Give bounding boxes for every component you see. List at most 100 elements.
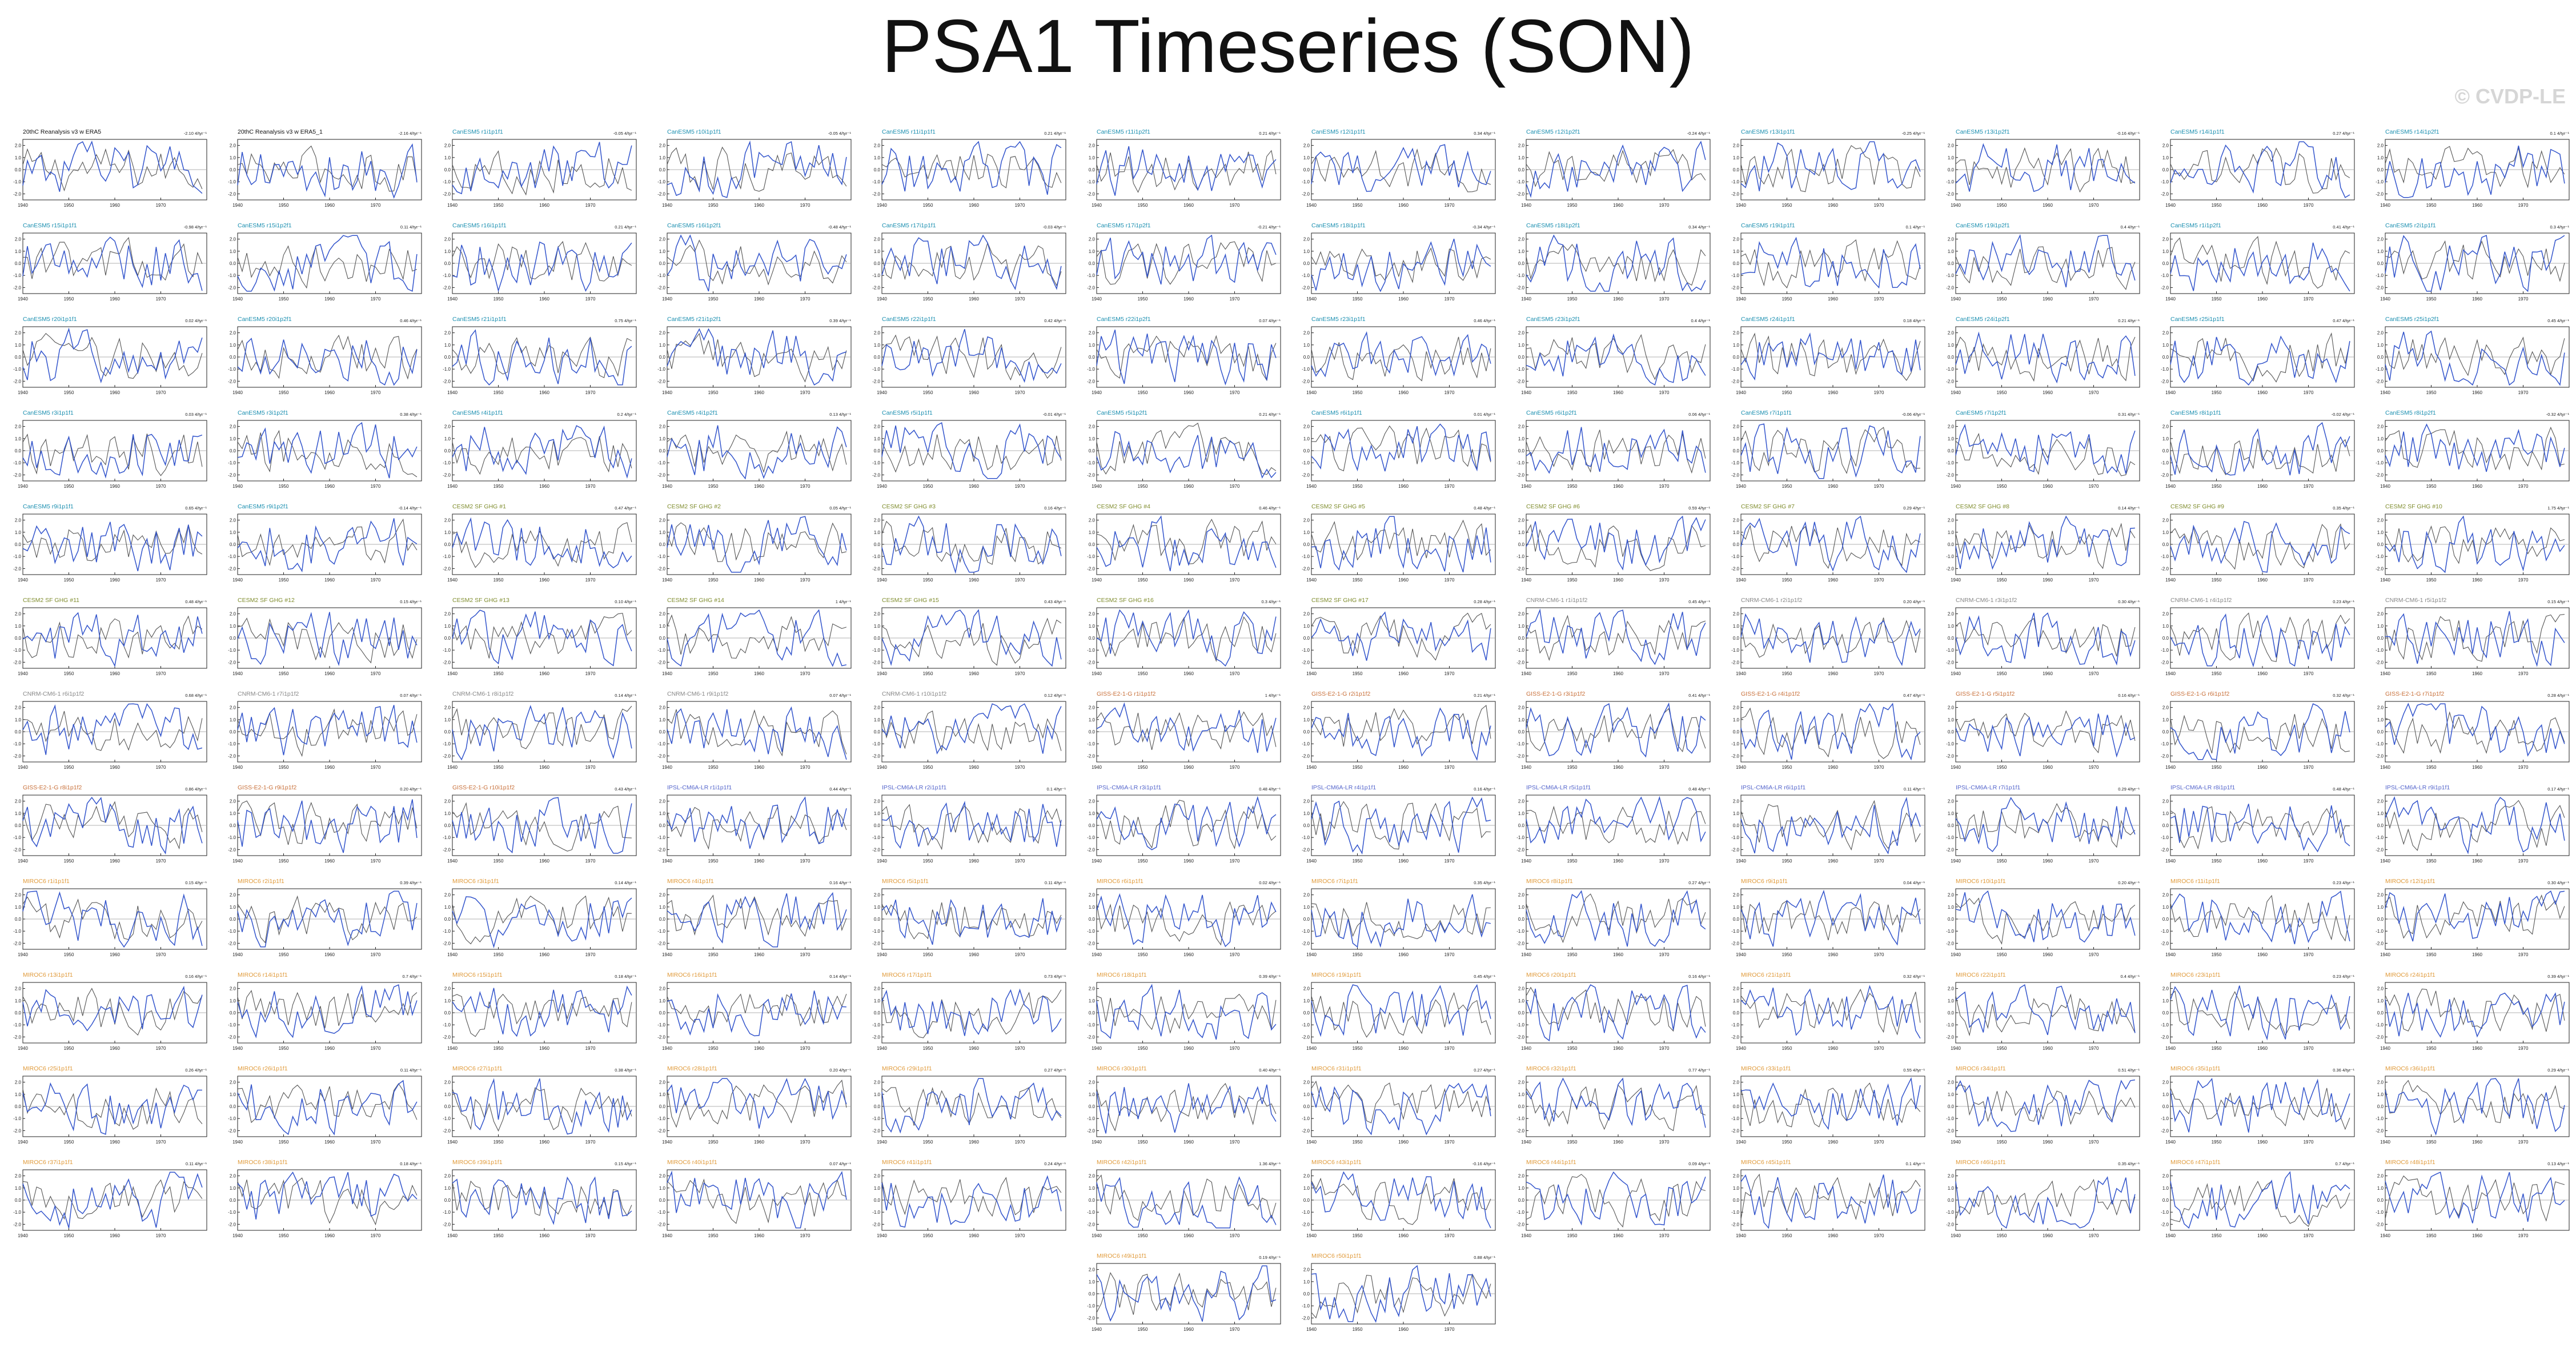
timeseries-panel: MIROC6 r42i1p1f1 1.36 4/tyr⁻¹2.01.00.0-1.…	[1087, 1159, 1281, 1238]
x-tick-label: 1960	[2472, 390, 2482, 395]
timeseries-panel: MIROC6 r19i1p1f1 0.45 4/tyr⁻¹2.01.00.0-1.…	[1302, 972, 1496, 1051]
x-tick-label: 1950	[1782, 577, 1792, 583]
y-tick-label: -2.0	[228, 1128, 236, 1133]
x-tick-label: 1970	[1445, 1046, 1455, 1051]
series-line-blue	[237, 143, 418, 199]
x-tick-label: 1940	[1092, 577, 1102, 583]
y-tick-label: 0.0	[1303, 1291, 1310, 1297]
x-tick-label: 1970	[1230, 484, 1240, 489]
x-tick-label: 1950	[708, 1233, 719, 1238]
panel-trend: 0.09 4/tyr⁻¹	[1688, 1161, 1710, 1166]
y-tick-label: 2.0	[1733, 331, 1740, 336]
x-tick-label: 1940	[447, 577, 458, 583]
x-tick-label: 1950	[1353, 203, 1363, 208]
x-tick-label: 1950	[1353, 1233, 1363, 1238]
y-tick-label: -2.0	[228, 1034, 236, 1040]
y-tick-label: -1.0	[1302, 1303, 1310, 1309]
panel-title: CNRM-CM6-1 r4i1p1f2	[2170, 597, 2232, 604]
series-line-gray	[1311, 425, 1491, 472]
y-tick-label: -1.0	[872, 1210, 880, 1215]
panel-trend: -0.48 4/tyr⁻¹	[828, 224, 852, 230]
y-tick-label: 1.0	[2377, 717, 2384, 723]
y-tick-label: 2.0	[874, 518, 881, 523]
panel-trend: -0.21 4/tyr⁻¹	[1258, 224, 1281, 230]
x-tick-label: 1970	[1659, 952, 1670, 957]
series-line-blue	[2385, 515, 2565, 573]
x-tick-label: 1950	[2426, 296, 2437, 302]
y-tick-label: 2.0	[1948, 986, 1955, 992]
x-tick-label: 1950	[279, 484, 289, 489]
y-tick-label: 2.0	[2162, 143, 2169, 149]
y-tick-label: -1.0	[228, 835, 236, 840]
panel-trend: 0.10 4/tyr⁻¹	[615, 599, 636, 604]
y-tick-label: -2.0	[1946, 1034, 1954, 1040]
y-tick-label: 1.0	[15, 717, 22, 723]
y-tick-label: -2.0	[1302, 1222, 1310, 1227]
y-tick-label: -1.0	[1731, 1116, 1739, 1121]
x-tick-label: 1960	[1828, 1046, 1838, 1051]
y-tick-label: -2.0	[13, 847, 21, 852]
y-tick-label: -1.0	[443, 1116, 451, 1121]
y-tick-label: -2.0	[443, 847, 451, 852]
series-line-blue	[1740, 796, 1921, 854]
panel-title: MIROC6 r45i1p1f1	[1741, 1159, 1791, 1166]
y-tick-label: -1.0	[228, 367, 236, 372]
y-tick-label: 2.0	[2377, 237, 2384, 242]
series-line-blue	[667, 328, 847, 386]
y-tick-label: -1.0	[657, 367, 665, 372]
y-tick-label: 2.0	[1518, 893, 1525, 898]
y-tick-label: -2.0	[657, 285, 665, 290]
x-tick-label: 1950	[279, 203, 289, 208]
x-tick-label: 1950	[1782, 203, 1792, 208]
panel-trend: 0.21 4/tyr⁻¹	[2118, 318, 2140, 323]
x-tick-label: 1940	[2380, 390, 2390, 395]
x-tick-label: 1970	[2089, 952, 2099, 957]
x-tick-label: 1950	[64, 765, 74, 770]
series-line-blue	[667, 990, 846, 1037]
x-tick-label: 1950	[1997, 203, 2007, 208]
timeseries-panel: GISS-E2-1-G r5i1p1f2 0.16 4/tyr⁻¹2.01.00.…	[1946, 691, 2140, 770]
y-tick-label: 2.0	[1089, 518, 1096, 523]
y-tick-label: -2.0	[228, 285, 236, 290]
x-tick-label: 1950	[279, 296, 289, 302]
timeseries-panel: CanESM5 r12i1p1f1 0.34 4/tyr⁻¹2.01.00.0-1…	[1302, 129, 1496, 208]
x-tick-label: 1970	[800, 390, 810, 395]
x-tick-label: 1940	[1521, 858, 1531, 864]
y-tick-label: 2.0	[1948, 1174, 1955, 1179]
x-tick-label: 1950	[1138, 1046, 1148, 1051]
series-line-blue	[1526, 141, 1706, 198]
y-tick-label: -2.0	[1516, 847, 1524, 852]
y-tick-label: 2.0	[15, 331, 22, 336]
y-tick-label: -2.0	[13, 472, 21, 478]
x-tick-label: 1940	[662, 858, 672, 864]
x-tick-label: 1960	[1613, 484, 1623, 489]
series-line-blue	[1955, 890, 2136, 943]
y-tick-label: 2.0	[15, 1174, 22, 1179]
panel-trend: 0.7 4/tyr⁻¹	[2335, 1161, 2354, 1166]
y-tick-label: 2.0	[659, 237, 666, 242]
series-line-gray	[237, 708, 418, 757]
panel-title: CanESM5 r12i1p1f1	[1311, 129, 1366, 135]
x-tick-label: 1950	[2212, 671, 2222, 676]
y-tick-label: 2.0	[659, 1174, 666, 1179]
series-line-gray	[1526, 893, 1706, 944]
y-tick-label: -1.0	[1087, 741, 1095, 747]
y-tick-label: 0.0	[15, 261, 22, 266]
panel-title: MIROC6 r9i1p1f1	[1741, 878, 1788, 885]
y-tick-label: 2.0	[230, 143, 236, 149]
timeseries-panel: CanESM5 r6i1p1f1 0.01 4/tyr⁻¹2.01.00.0-1.…	[1302, 410, 1496, 489]
timeseries-panel: MIROC6 r6i1p1f1 0.02 4/tyr⁻¹2.01.00.0-1.0…	[1087, 878, 1281, 957]
panel-title: CESM2 SF GHG #4	[1097, 503, 1150, 510]
y-tick-label: -2.0	[1087, 379, 1095, 384]
x-tick-label: 1970	[585, 1140, 596, 1145]
timeseries-panel: MIROC6 r32i1p1f1 0.77 4/tyr⁻¹2.01.00.0-1.…	[1516, 1065, 1711, 1145]
y-tick-label: 1.0	[874, 530, 881, 535]
series-line-blue	[237, 1080, 418, 1136]
x-tick-label: 1970	[156, 390, 166, 395]
y-tick-label: 0.0	[1948, 823, 1955, 828]
panel-title: MIROC6 r44i1p1f1	[1526, 1159, 1576, 1166]
y-tick-label: 0.0	[1518, 355, 1525, 360]
y-tick-label: 2.0	[1303, 893, 1310, 898]
series-line-blue	[22, 985, 203, 1032]
timeseries-panel: IPSL-CM6A-LR r3i1p1f1 0.48 4/tyr⁻¹2.01.00…	[1087, 784, 1281, 864]
